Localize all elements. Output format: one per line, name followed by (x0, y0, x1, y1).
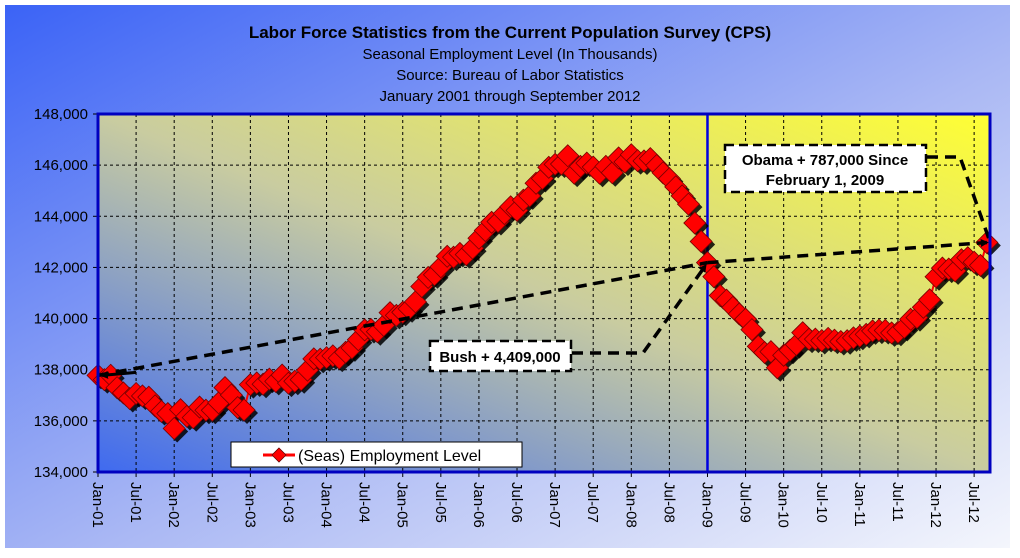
x-tick-label: Jul-12 (965, 482, 982, 523)
x-tick-label: Jul-06 (508, 482, 525, 523)
data-point (676, 192, 700, 216)
y-tick-label: 136,000 (34, 413, 88, 430)
chart-subtitle-3: January 2001 through September 2012 (379, 88, 640, 105)
y-tick-label: 146,000 (34, 157, 88, 174)
x-tick-label: Jan-05 (394, 482, 411, 528)
data-point (162, 416, 186, 441)
x-tick-label: Jan-03 (241, 482, 258, 528)
annotation-lines (97, 155, 991, 379)
chart-subtitle-2: Source: Bureau of Labor Statistics (396, 67, 624, 84)
annotation-obama: Obama + 787,000 Since February 1, 2009 (723, 143, 928, 194)
y-tick-label: 140,000 (34, 311, 88, 328)
x-tick-label: Jul-03 (279, 482, 296, 523)
x-tick-label: Jul-01 (127, 482, 144, 523)
legend: (Seas) Employment Level (230, 441, 523, 468)
x-tick-label: Jan-12 (927, 482, 944, 528)
callout-leader-obama (927, 155, 991, 240)
chart-title: Labor Force Statistics from the Current … (249, 23, 771, 42)
annotation-bush-text: Bush + 4,409,000 (439, 349, 560, 366)
y-tick-label: 144,000 (34, 208, 88, 225)
x-tick-label: Jan-04 (318, 482, 335, 528)
x-tick-label: Jan-09 (698, 482, 715, 528)
trend-line-obama (707, 238, 989, 265)
legend-label: (Seas) Employment Level (298, 448, 481, 465)
y-axis: 134,000 136,000 138,000 140,000 142,000 144,0… (34, 106, 98, 481)
y-tick-label: 134,000 (34, 464, 88, 481)
data-point (232, 398, 256, 422)
x-tick-label: Jan-08 (622, 482, 639, 528)
x-tick-label: Jan-01 (89, 482, 106, 528)
y-tick-label: 142,000 (34, 259, 88, 276)
data-point (702, 265, 726, 289)
x-tick-label: Jan-06 (470, 482, 487, 528)
x-axis: Jan-01 Jul-01 Jan-02 Jul-02 Jan-03 Jul-03 Jan-… (89, 472, 982, 528)
callout-leader-bush (572, 264, 707, 355)
x-tick-label: Jul-08 (660, 482, 677, 523)
annotation-obama-box (723, 143, 928, 194)
title-block: Labor Force Statistics from the Current … (249, 23, 771, 105)
annotation-bush: Bush + 4,409,000 (428, 339, 573, 373)
data-point (740, 318, 764, 342)
x-tick-label: Jan-10 (775, 482, 792, 528)
data-point (918, 288, 942, 312)
x-tick-label: Jul-05 (432, 482, 449, 523)
data-point (683, 211, 707, 235)
data-point (689, 229, 713, 254)
x-tick-label: Jul-07 (584, 482, 601, 523)
annotation-bush-box (428, 339, 573, 373)
trend-line-bush (97, 260, 708, 378)
y-tick-label: 148,000 (34, 106, 88, 123)
x-tick-label: Jan-07 (546, 482, 563, 528)
data-point (556, 144, 580, 168)
trend-arrow-start (100, 370, 137, 379)
y-tick-label: 138,000 (34, 362, 88, 379)
plot-border (96, 112, 992, 474)
x-tick-label: Jan-02 (165, 482, 182, 528)
x-tick-label: Jul-02 (203, 482, 220, 523)
x-tick-label: Jul-04 (356, 482, 373, 523)
x-tick-label: Jul-11 (889, 482, 906, 522)
x-tick-label: Jul-10 (813, 482, 830, 523)
annotation-obama-text-2: February 1, 2009 (766, 172, 884, 189)
chart-subtitle-1: Seasonal Employment Level (In Thousands) (363, 46, 658, 63)
x-tick-label: Jan-11 (851, 482, 868, 527)
x-tick-label: Jul-09 (737, 482, 754, 523)
data-point (968, 253, 993, 277)
legend-diamond-icon (271, 447, 287, 463)
annotation-obama-text-1: Obama + 787,000 Since (742, 152, 908, 169)
